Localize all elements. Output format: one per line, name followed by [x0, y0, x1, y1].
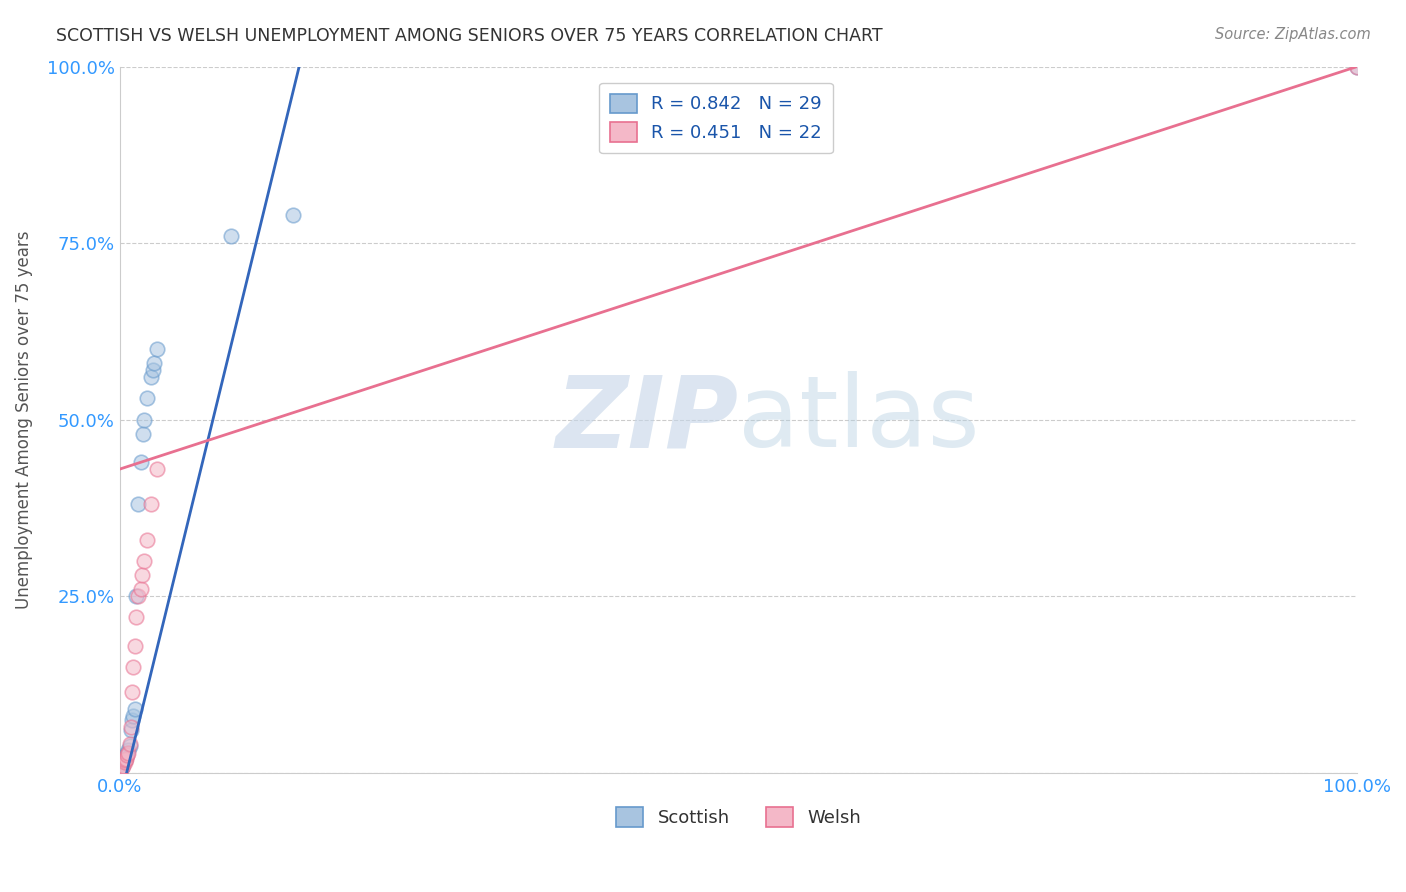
Point — [112, 757, 135, 772]
Point — [142, 363, 165, 377]
Point — [112, 758, 135, 772]
Point — [122, 660, 145, 674]
Point — [111, 760, 134, 774]
Point — [114, 751, 136, 765]
Point — [281, 208, 304, 222]
Point — [131, 568, 153, 582]
Point — [134, 412, 156, 426]
Point — [219, 229, 242, 244]
Point — [118, 738, 141, 752]
Point — [110, 762, 132, 776]
Point — [114, 753, 136, 767]
Point — [129, 455, 152, 469]
Point — [146, 462, 169, 476]
Y-axis label: Unemployment Among Seniors over 75 years: Unemployment Among Seniors over 75 years — [15, 230, 32, 609]
Point — [121, 713, 143, 727]
Point — [117, 743, 139, 757]
Legend: Scottish, Welsh: Scottish, Welsh — [609, 800, 868, 834]
Point — [111, 760, 134, 774]
Point — [143, 356, 166, 370]
Point — [115, 751, 138, 765]
Point — [115, 750, 138, 764]
Point — [1346, 60, 1368, 74]
Point — [124, 639, 146, 653]
Point — [121, 684, 143, 698]
Point — [136, 392, 159, 406]
Point — [114, 755, 136, 769]
Point — [139, 370, 162, 384]
Point — [132, 426, 155, 441]
Point — [124, 702, 146, 716]
Text: SCOTTISH VS WELSH UNEMPLOYMENT AMONG SENIORS OVER 75 YEARS CORRELATION CHART: SCOTTISH VS WELSH UNEMPLOYMENT AMONG SEN… — [56, 27, 883, 45]
Point — [122, 709, 145, 723]
Text: Source: ZipAtlas.com: Source: ZipAtlas.com — [1215, 27, 1371, 42]
Point — [120, 723, 142, 738]
Point — [115, 748, 138, 763]
Point — [127, 589, 149, 603]
Point — [114, 753, 136, 767]
Point — [134, 554, 156, 568]
Point — [110, 762, 132, 776]
Point — [125, 589, 148, 603]
Point — [118, 739, 141, 753]
Point — [146, 342, 169, 356]
Point — [117, 746, 139, 760]
Point — [112, 755, 135, 769]
Point — [139, 497, 162, 511]
Point — [115, 746, 138, 760]
Point — [115, 748, 138, 763]
Text: ZIP: ZIP — [555, 371, 738, 468]
Point — [1346, 60, 1368, 74]
Point — [127, 497, 149, 511]
Point — [129, 582, 152, 596]
Point — [125, 610, 148, 624]
Text: atlas: atlas — [738, 371, 980, 468]
Point — [111, 758, 134, 772]
Point — [120, 720, 142, 734]
Point — [136, 533, 159, 547]
